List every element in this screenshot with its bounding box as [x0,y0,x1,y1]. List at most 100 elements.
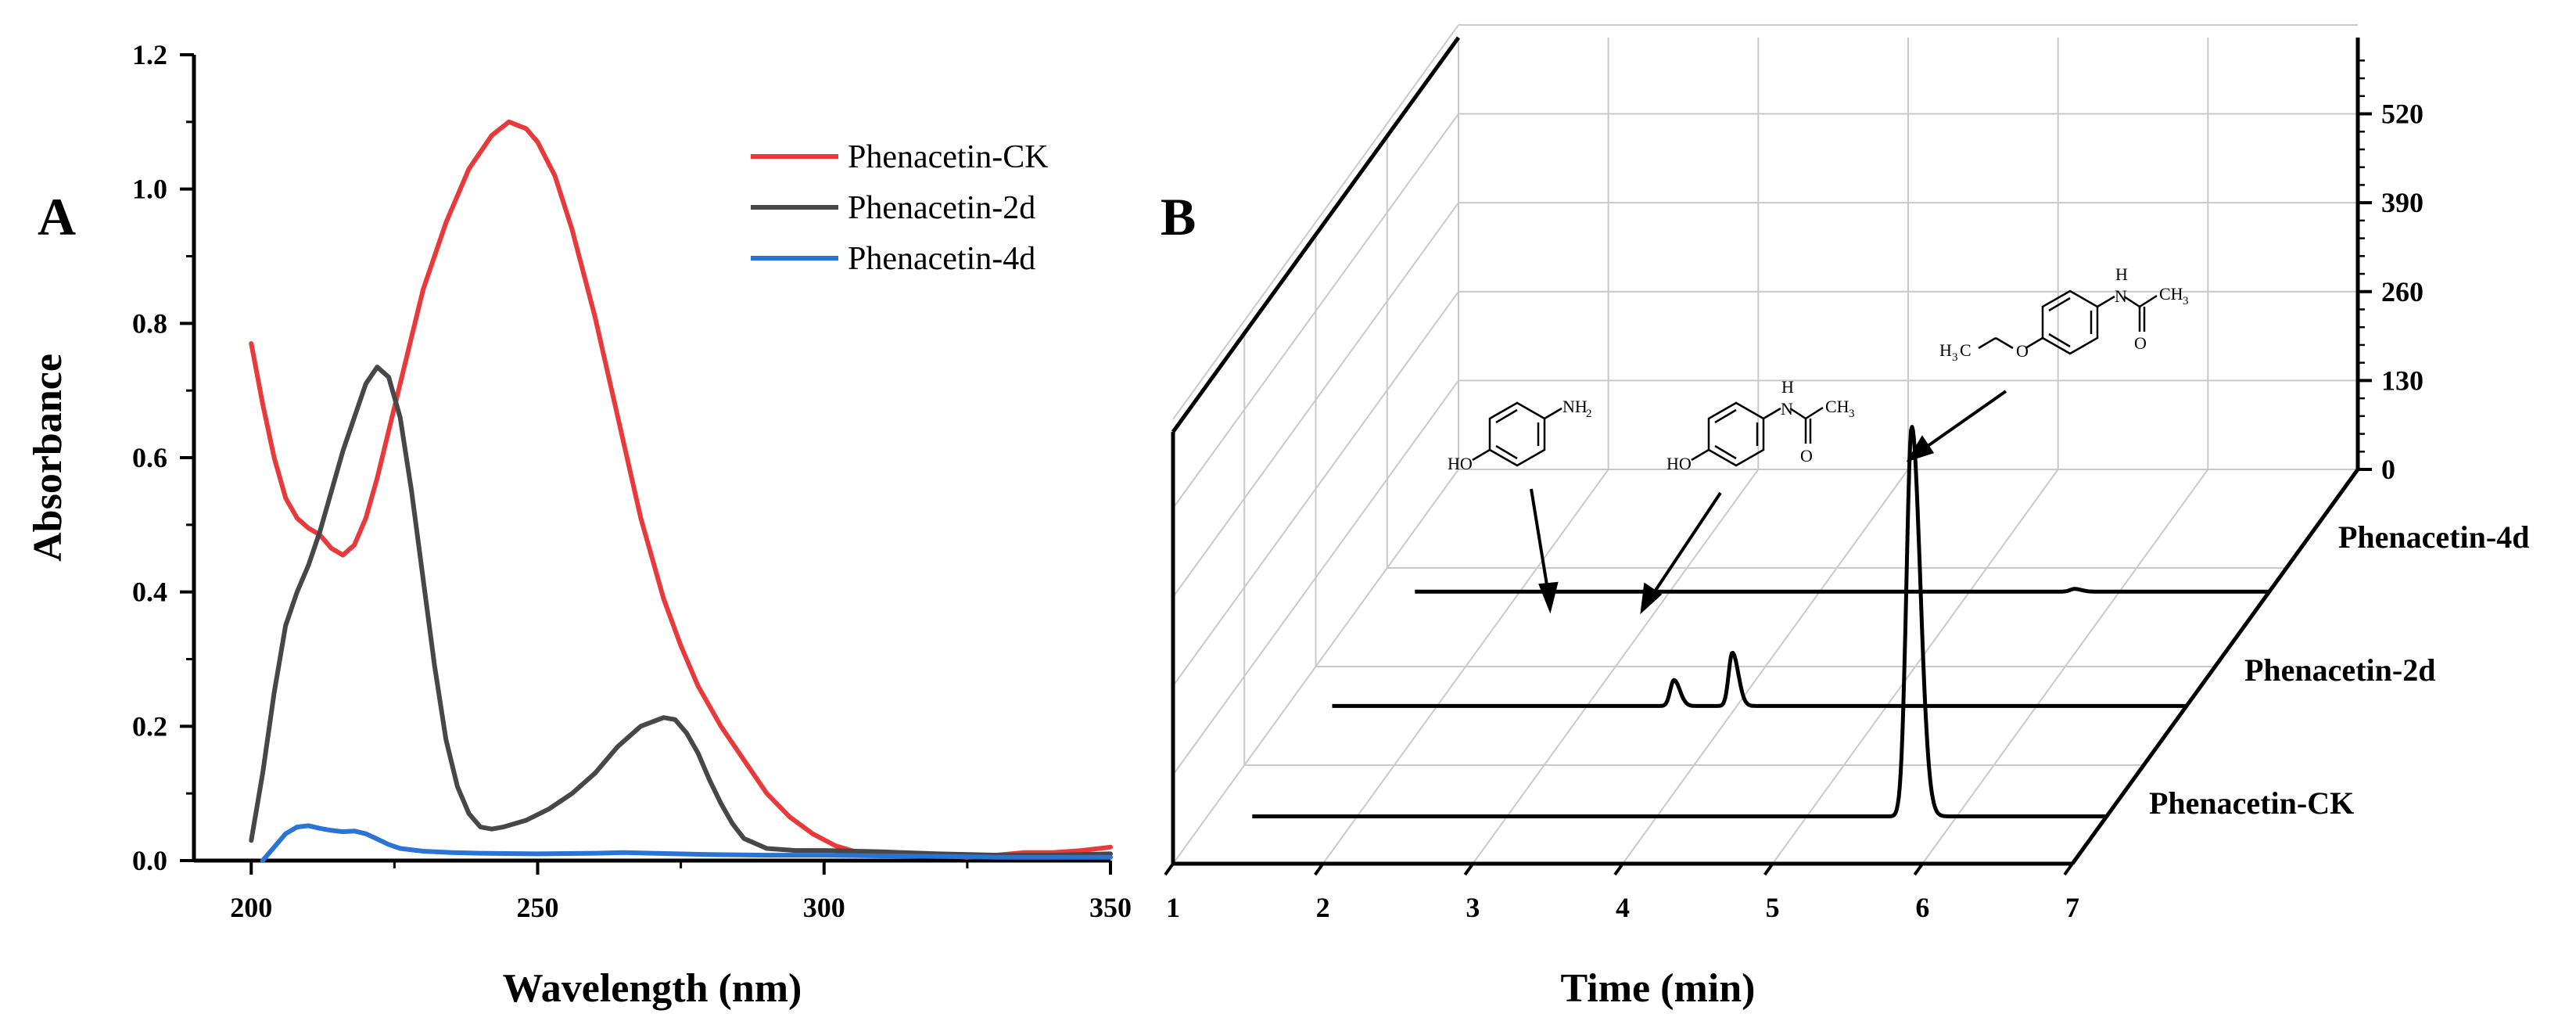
a-y-tick-label: 1.0 [132,174,167,205]
a-series-line-1 [249,119,1113,860]
phenacetin-nc-bond [2123,295,2140,308]
structure-aminophenol [1472,401,1562,467]
panel-a-axes [192,55,1110,863]
b-x-tick-label: 7 [2065,892,2079,923]
structure-phenacetin [1978,289,2158,355]
chem-label-ho-1: HO [1448,454,1473,473]
paracetamol-ring-bond [1714,408,1737,424]
b-x-tick-label: 6 [1915,892,1929,923]
arrowhead-aminophenol [1538,581,1559,614]
b-frame-left-top-edge [1171,36,1461,433]
b-z-ticks: 0 130 260 390 520 [2358,59,2424,485]
a-y-tick-label: 0.4 [132,577,167,608]
b-x-ticks: 1 2 3 4 5 6 7 [1164,862,2079,923]
b-series-label-4d: Phenacetin-4d [2338,519,2529,555]
paracetamol-ring-bond [1714,444,1737,460]
b-frame-right-floor-edge [2070,468,2360,865]
a-legend: Phenacetin-CK Phenacetin-2d Phenacetin-4… [751,139,1049,277]
b-x-tick-label: 1 [1166,892,1180,923]
chem-label-3-3: 3 [1952,351,1958,364]
b-x-tick-label: 4 [1616,892,1630,923]
aminophenol-nh2-bond [1544,407,1562,420]
chem-label-o-3b: O [2134,333,2147,353]
b-x-tick-mark [1314,862,1325,876]
paracetamol-oh-bond [1691,448,1710,462]
a-y-ticks: 0.0 0.2 0.4 0.6 0.8 1.0 1.2 [132,39,194,876]
b-z-tick-label: 260 [2381,276,2424,307]
b-z-tick-label: 390 [2381,187,2424,218]
b-x-tick-mark [1164,862,1175,876]
chem-label-h-3: H [1939,340,1952,360]
b-trace-phenacetin-ck [1251,425,2108,818]
chem-label-o-2: O [1800,446,1813,465]
chem-label-h-2: H [1781,377,1794,397]
chem-label-ch-3: CH [2159,284,2183,304]
b-x-tick-mark [1763,862,1774,876]
b-x-tick-mark [2063,862,2074,876]
b-trace-phenacetin-2d [1331,650,2188,708]
a-series-line-2 [249,365,1113,858]
a-x-tick-label: 250 [517,892,559,923]
b-grid-left-wall [1172,24,1459,420]
chem-label-o-3: O [2016,341,2029,361]
chem-label-ho-2: HO [1667,454,1692,473]
a-series-line-3 [260,823,1113,863]
a-legend-label-4d: Phenacetin-4d [848,241,1035,277]
paracetamol-cch3-bond [1805,406,1824,420]
b-grid [1172,23,2359,864]
chem-label-h-3b: H [2115,264,2128,284]
a-y-tick-label: 0.8 [132,307,167,339]
a-x-ticks: 200 250 300 350 [230,861,1132,923]
aminophenol-ring [1488,401,1546,467]
b-series-group [1251,425,2271,818]
panel-a: A 200 250 300 350 0.0 0.2 0.4 0.6 0.8 1.0 1.2 Wav… [26,39,1132,1011]
chem-label-c-3: C [1960,340,1971,360]
b-x-tick-mark [1613,862,1624,876]
panel-b-label: B [1161,187,1196,246]
b-z-tick-label: 0 [2381,454,2395,485]
phenacetin-ring-bond [2048,297,2071,312]
phenacetin-n-bond [2097,295,2115,308]
a-x-tick-label: 300 [803,892,845,923]
paracetamol-nc-bond [1789,407,1806,420]
a-y-tick-label: 0.2 [132,710,167,742]
b-x-tick-label: 5 [1766,892,1780,923]
structure-paracetamol [1691,401,1824,467]
b-x-tick-mark [1913,862,1924,876]
aminophenol-oh-bond [1472,448,1491,462]
chem-label-nh-sub-1: 2 [1586,408,1592,420]
a-y-axis-title: Absorbance [26,354,70,562]
arrowhead-paracetamol [1640,582,1663,615]
phenacetin-ring [2041,289,2099,355]
chem-label-n-2: N [1781,399,1793,419]
arrow-phenacetin [1921,390,2007,451]
a-legend-label-2d: Phenacetin-2d [848,190,1035,226]
b-x-axis-title: Time (min) [1561,966,1756,1011]
aminophenol-ring-bond [1495,408,1518,424]
a-y-tick-label: 0.0 [132,845,167,876]
b-series-label-2d: Phenacetin-2d [2244,652,2435,688]
a-x-axis-title: Wavelength (nm) [503,966,802,1011]
panel-a-label: A [38,187,76,246]
b-arrows [1530,390,2007,615]
arrow-paracetamol [1649,491,1722,600]
paracetamol-ring [1707,401,1765,467]
b-frame [1171,36,2360,866]
arrowhead-phenacetin [1906,435,1935,462]
phenacetin-o-bond [2025,336,2043,350]
panel-b: B 1 2 3 4 5 6 7 0 130 260 390 520 Time (min) Phena… [1161,23,2529,1011]
phenacetin-och2-bond [1995,336,2014,350]
chem-label-n-3: N [2115,286,2127,306]
b-series-label-ck: Phenacetin-CK [2149,785,2354,821]
phenacetin-cch3-bond [2139,294,2158,308]
arrow-aminophenol [1530,488,1550,595]
chem-label-ch-sub-3: 3 [2183,295,2189,307]
chem-label-ch-sub-2: 3 [1849,408,1855,420]
a-series-group [249,119,1113,863]
phenacetin-ring-bond [2048,332,2071,348]
chem-label-nh-1: NH [1562,397,1588,416]
b-z-tick-label: 520 [2381,99,2424,130]
aminophenol-ring-bond [1495,444,1518,460]
a-x-tick-label: 350 [1089,892,1132,923]
